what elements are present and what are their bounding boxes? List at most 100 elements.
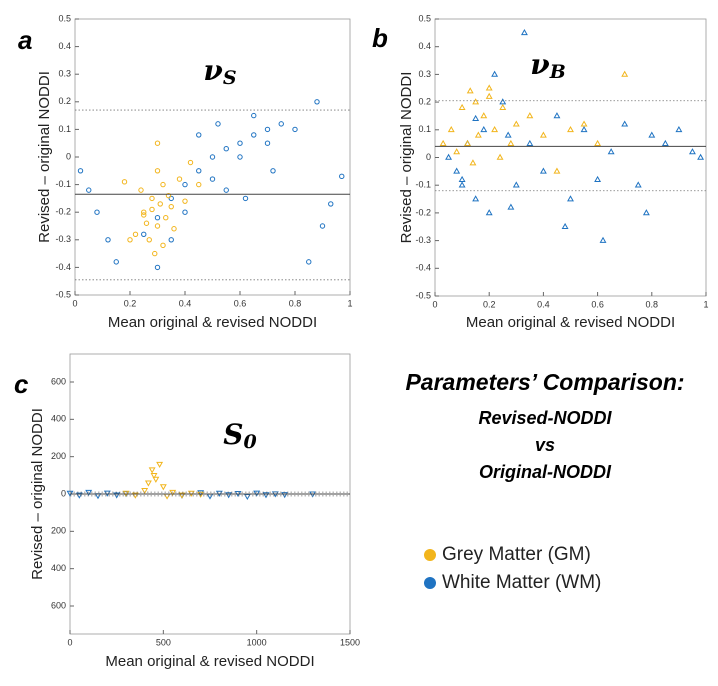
point xyxy=(113,259,119,265)
point xyxy=(146,237,152,243)
y-tick-label: 0.1 xyxy=(58,124,71,134)
legend-swatch xyxy=(424,549,436,561)
point xyxy=(491,70,499,77)
y-tick-label: -0.4 xyxy=(55,262,71,272)
point xyxy=(464,139,471,146)
point xyxy=(169,489,177,496)
point xyxy=(447,125,455,133)
x-tick-label: 0 xyxy=(72,298,77,308)
point xyxy=(242,195,249,202)
plot-area xyxy=(434,18,707,297)
point xyxy=(567,195,574,202)
heading-line: vs xyxy=(535,435,555,455)
point xyxy=(251,112,257,119)
x-axis-label: Mean original & revised NODDI xyxy=(105,653,314,670)
point xyxy=(178,492,186,499)
point xyxy=(599,236,607,243)
point xyxy=(485,209,493,216)
point xyxy=(642,209,650,216)
point xyxy=(165,192,172,199)
point xyxy=(634,181,642,188)
point xyxy=(196,168,202,174)
y-tick-label: -0.1 xyxy=(55,179,71,189)
point xyxy=(469,159,477,166)
legend-label: White Matter (WM) xyxy=(442,572,601,593)
point xyxy=(77,168,84,174)
y-tick-label: 0.3 xyxy=(58,69,71,79)
plot-area xyxy=(74,18,351,296)
x-tick-label: 0.6 xyxy=(234,298,247,308)
y-tick-label: 0.2 xyxy=(418,96,431,106)
point xyxy=(131,492,139,499)
y-tick-label: 200 xyxy=(51,451,66,461)
title-symbol: S xyxy=(223,418,243,451)
point xyxy=(196,132,202,138)
point xyxy=(520,29,528,36)
point xyxy=(507,203,515,210)
point xyxy=(474,131,482,138)
point xyxy=(176,176,183,182)
y-axis-label: Revised – original NODDI xyxy=(29,408,46,580)
point xyxy=(160,181,166,188)
point xyxy=(472,114,480,122)
y-tick-label: 0.2 xyxy=(58,96,71,106)
y-tick-label: 600 xyxy=(51,376,66,386)
panel-letter: a xyxy=(18,25,32,55)
point xyxy=(453,148,461,155)
y-tick-label: 0 xyxy=(426,152,431,162)
y-axis-label: Revised – original NODDI xyxy=(398,72,415,244)
y-tick-label: 0 xyxy=(66,151,71,161)
x-tick-label: 0.4 xyxy=(537,299,550,309)
point xyxy=(132,231,139,237)
panel-title: νB xyxy=(530,48,566,84)
y-tick-label: 0.4 xyxy=(58,41,71,51)
x-tick-label: 0.4 xyxy=(179,298,192,308)
point xyxy=(163,215,169,221)
point xyxy=(94,209,100,215)
point xyxy=(580,120,588,127)
heading-line: Parameters’ Comparison: xyxy=(405,369,684,395)
point xyxy=(156,461,164,468)
y-tick-label: 600 xyxy=(51,600,66,610)
x-tick-label: 0.2 xyxy=(483,299,496,309)
point xyxy=(480,125,488,133)
point xyxy=(149,195,155,202)
point xyxy=(141,231,147,237)
point xyxy=(171,226,177,232)
x-tick-label: 0.8 xyxy=(289,298,302,308)
title-symbol: ν xyxy=(530,48,549,81)
x-tick-label: 1500 xyxy=(340,637,360,647)
point xyxy=(292,126,298,133)
point xyxy=(223,187,229,193)
point xyxy=(215,121,221,127)
point xyxy=(499,103,507,110)
point xyxy=(152,476,160,483)
x-tick-label: 0.2 xyxy=(124,298,137,308)
point xyxy=(154,140,161,146)
point xyxy=(539,167,547,174)
point xyxy=(223,146,229,152)
point xyxy=(85,489,93,496)
y-tick-label: -0.1 xyxy=(415,180,431,190)
heading-line: Original-NODDI xyxy=(479,462,612,482)
y-axis-label: Revised – original NODDI xyxy=(36,71,53,243)
y-tick-label: 0.5 xyxy=(418,13,431,23)
point xyxy=(251,132,257,138)
y-tick-label: 0.3 xyxy=(418,69,431,79)
y-tick-label: 0.4 xyxy=(418,41,431,51)
point xyxy=(472,98,480,105)
point xyxy=(154,223,161,229)
point xyxy=(567,125,574,133)
point xyxy=(270,168,276,174)
title-subscript: 0 xyxy=(244,431,257,453)
x-tick-label: 1000 xyxy=(247,637,267,647)
point xyxy=(160,242,166,249)
x-tick-label: 0 xyxy=(432,299,437,309)
point xyxy=(154,168,161,174)
point xyxy=(182,181,188,188)
panel-letter: c xyxy=(14,369,29,399)
point xyxy=(328,201,334,207)
point xyxy=(182,209,188,215)
y-tick-label: 0 xyxy=(61,488,66,498)
point xyxy=(141,212,147,218)
